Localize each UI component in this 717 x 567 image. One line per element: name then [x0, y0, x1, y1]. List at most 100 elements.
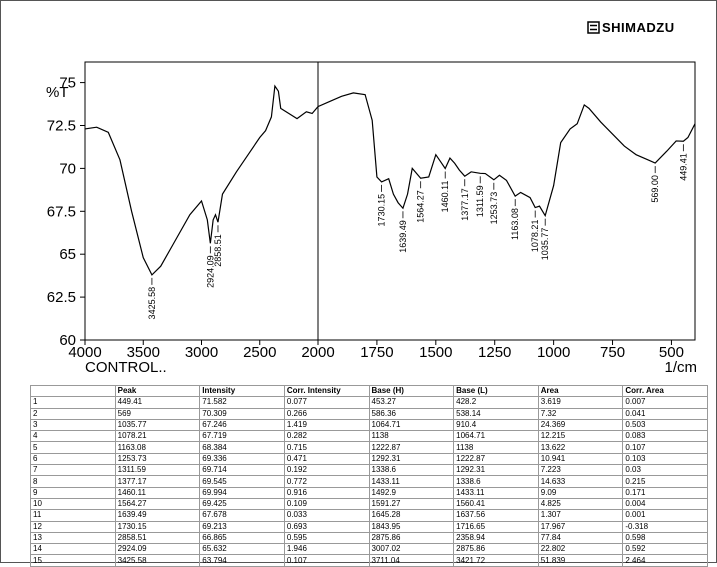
header-cell: Peak [114, 384, 201, 398]
table-cell: 2.464 [622, 554, 708, 567]
table-row: 11 1639.49 67.678 0.033 1645.28 1637.56 1.307 0… [30, 509, 708, 522]
chart: SHIMADZU %T CONTROL.. 1/cm 60 62.5 65 67.5 7… [46, 20, 697, 376]
y-axis-label: %T [46, 84, 69, 101]
table-cell: 1591.27 [368, 497, 455, 511]
table-cell: 1433.11 [368, 475, 455, 488]
table-cell: 69.545 [199, 475, 285, 488]
table-cell: 4.825 [537, 497, 624, 511]
table-cell: 22.802 [537, 543, 624, 556]
peak-label: 3425.58 [147, 287, 157, 320]
table-cell: 1716.65 [453, 520, 539, 533]
spectrum-line [84, 84, 696, 276]
table-cell: 12.215 [537, 430, 624, 443]
table-cell: 0.715 [283, 441, 370, 454]
table-row: 1 449.41 71.582 0.077 453.27 428.2 3.619 0.007 [30, 396, 708, 409]
table-row: 2 569 70.309 0.266 586.36 538.14 7.32 0.041 [30, 407, 708, 420]
x-axis-unit: 1/cm [664, 359, 697, 376]
y-tick-label: 72.5 [47, 117, 76, 134]
table-row: 12 1730.15 69.213 0.693 1843.95 1716.65 17.967… [30, 520, 708, 533]
table-cell: 0.592 [622, 543, 708, 556]
table-cell: 538.14 [453, 407, 539, 420]
peak-label: 1730.15 [377, 194, 387, 227]
table-cell: 3421.72 [453, 554, 539, 567]
table-row: 8 1377.17 69.545 0.772 1433.11 1338.6 14.633 0.… [30, 475, 708, 488]
peak-label: 449.41 [678, 153, 688, 181]
table-cell: 0.266 [283, 407, 370, 420]
table-cell: 14 [30, 543, 116, 556]
table-cell: 9 [30, 486, 116, 499]
table-cell: 6 [30, 452, 116, 466]
table-cell: 2924.09 [114, 543, 201, 556]
table-cell: 69.714 [199, 464, 285, 477]
table-cell: 3425.58 [114, 554, 201, 567]
table-cell: -0.318 [622, 520, 708, 533]
table-cell: 1377.17 [114, 475, 201, 488]
table-cell: 1843.95 [368, 520, 455, 533]
table-cell: 1564.27 [114, 497, 201, 511]
peak-label: 1253.73 [489, 192, 499, 225]
table-cell: 0.004 [622, 497, 708, 511]
table-cell: 69.994 [199, 486, 285, 499]
table-cell: 1460.11 [114, 486, 201, 499]
peak-label: 1377.17 [460, 188, 470, 221]
table-cell: 11 [30, 509, 116, 522]
table-cell: 0.001 [622, 509, 708, 522]
x-tick-label: 3500 [127, 344, 160, 361]
x-tick-label: 4000 [68, 344, 101, 361]
table-row: 4 1078.21 67.719 0.282 1138 1064.71 12.215 0.08… [30, 430, 708, 443]
logo-icon [587, 21, 600, 34]
table-cell: 67.719 [199, 430, 285, 443]
table-cell: 13 [30, 531, 116, 545]
table-cell: 0.471 [283, 452, 370, 466]
table-cell: 1492.9 [368, 486, 455, 499]
table-cell: 1639.49 [114, 509, 201, 522]
x-tick-label: 2000 [301, 344, 334, 361]
table-cell: 0.171 [622, 486, 708, 499]
table-cell: 1292.31 [453, 464, 539, 477]
table-row: 13 2858.51 66.865 0.595 2875.86 2358.94 77.84 0… [30, 531, 708, 545]
table-cell: 17.967 [537, 520, 624, 533]
table-cell: 0.916 [283, 486, 370, 499]
header-cell: Base (L) [453, 384, 539, 398]
table-cell: 0.772 [283, 475, 370, 488]
table-cell: 12 [30, 520, 116, 533]
x-tick-label: 3000 [185, 344, 218, 361]
table-cell: 3007.02 [368, 543, 455, 556]
table-cell: 1.946 [283, 543, 370, 556]
x-tick-label: 1250 [478, 344, 511, 361]
peak-label: 1078.21 [530, 220, 540, 253]
table-cell: 910.4 [453, 418, 539, 432]
table-cell: 65.632 [199, 543, 285, 556]
table-cell: 69.336 [199, 452, 285, 466]
x-tick-label: 1750 [360, 344, 393, 361]
table-cell: 0.107 [622, 441, 708, 454]
table-cell: 1338.6 [368, 464, 455, 477]
peak-label: 1639.49 [398, 220, 408, 253]
table-cell: 63.794 [199, 554, 285, 567]
table-cell: 10 [30, 497, 116, 511]
table-cell: 1338.6 [453, 475, 539, 488]
table-row: 6 1253.73 69.336 0.471 1292.31 1222.87 10.941 0… [30, 452, 708, 466]
peak-label: 1163.08 [510, 208, 520, 240]
x-tick-label: 500 [659, 344, 684, 361]
table-cell: 8 [30, 475, 116, 488]
table-cell: 67.246 [199, 418, 285, 432]
table-cell: 69.425 [199, 497, 285, 511]
table-cell: 2875.86 [368, 531, 455, 545]
table-cell: 0.103 [622, 452, 708, 466]
table-cell: 1253.73 [114, 452, 201, 466]
table-cell: 77.84 [537, 531, 624, 545]
table-row: 3 1035.77 67.246 1.419 1064.71 910.4 24.369 0.5… [30, 418, 708, 432]
table-row: 14 2924.09 65.632 1.946 3007.02 2875.86 22.802… [30, 543, 708, 556]
peak-label: 1035.77 [540, 228, 550, 261]
table-cell: 1292.31 [368, 452, 455, 466]
table-cell: 1730.15 [114, 520, 201, 533]
logo: SHIMADZU [602, 20, 675, 35]
table-cell: 51.839 [537, 554, 624, 567]
table-cell: 66.865 [199, 531, 285, 545]
table-cell: 449.41 [114, 396, 201, 409]
table-header-row: Peak Intensity Corr. Intensity Base (H) Base… [30, 384, 708, 398]
table-cell: 586.36 [368, 407, 455, 420]
table-cell: 7 [30, 464, 116, 477]
peak-label: 1460.11 [440, 180, 450, 212]
